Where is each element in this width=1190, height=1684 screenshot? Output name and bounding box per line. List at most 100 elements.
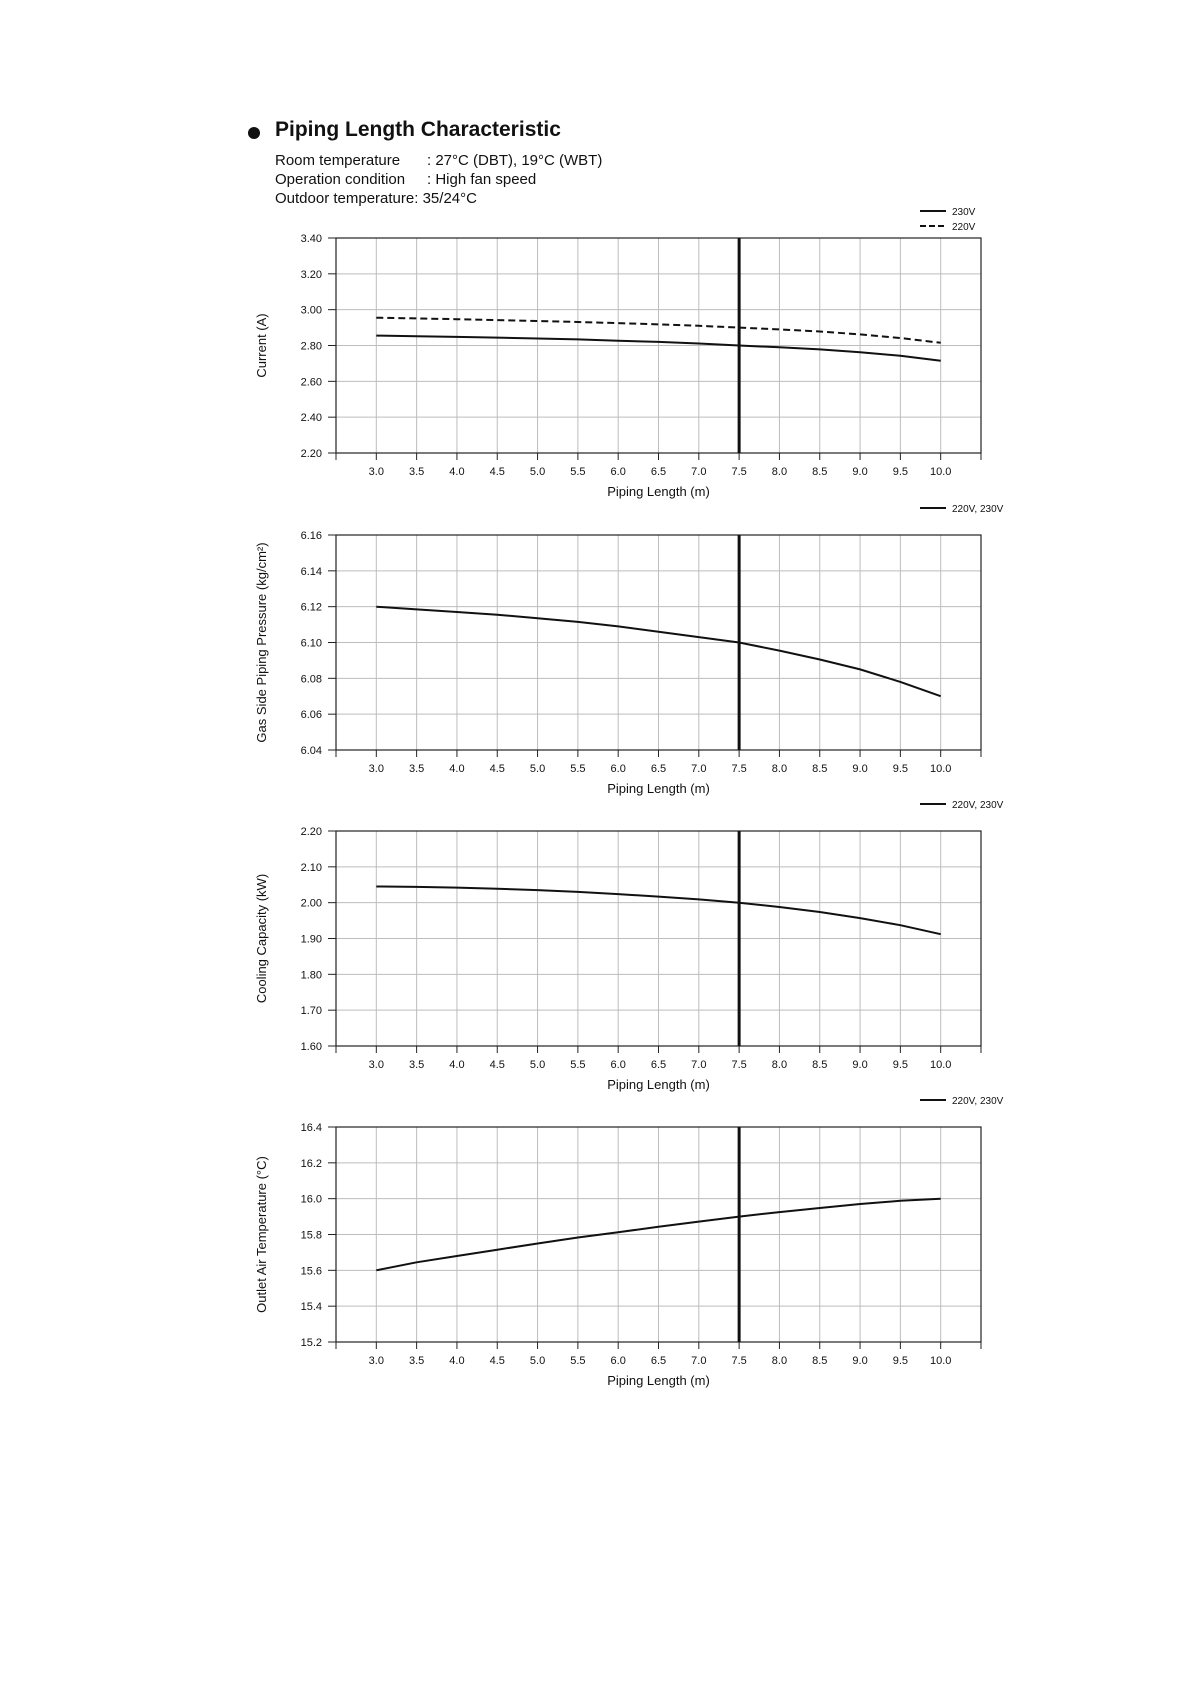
x-tick-label: 8.5 — [812, 763, 827, 775]
x-tick-label: 7.5 — [731, 1059, 746, 1071]
x-tick-label: 8.0 — [772, 466, 787, 478]
y-tick-label: 16.4 — [301, 1122, 322, 1134]
chart-2: 6.04 6.06 6.08 6.10 6.12 6.14 6.16 3.0 3.5 4.0 4.5… — [254, 504, 1004, 796]
x-tick-label: 5.0 — [530, 763, 545, 775]
page-title: Piping Length Characteristic — [275, 118, 561, 141]
x-tick-label: 4.5 — [490, 763, 505, 775]
x-tick-label: 3.0 — [369, 1059, 384, 1071]
plot-frame — [335, 534, 982, 751]
x-tick-label: 8.5 — [812, 1355, 827, 1367]
x-tick-label: 3.5 — [409, 1355, 424, 1367]
y-tick-label: 15.8 — [301, 1230, 322, 1242]
x-tick-label: 4.5 — [490, 1059, 505, 1071]
condition-value: : High fan speed — [427, 171, 537, 188]
x-tick-label: 8.0 — [772, 763, 787, 775]
x-axis-label: Piping Length (m) — [607, 1077, 710, 1092]
x-tick-label: 7.5 — [731, 763, 746, 775]
y-tick-label: 2.20 — [301, 448, 322, 460]
x-tick-label: 5.5 — [570, 1059, 585, 1071]
x-tick-label: 6.5 — [651, 1059, 666, 1071]
y-tick-label: 3.00 — [301, 305, 322, 317]
legend-entry: 220V — [952, 222, 976, 233]
x-tick-label: 7.0 — [691, 763, 706, 775]
x-tick-label: 7.5 — [731, 466, 746, 478]
y-tick-label: 15.6 — [301, 1265, 322, 1277]
y-tick-label: 6.12 — [301, 602, 322, 614]
y-tick-label: 2.10 — [301, 862, 322, 874]
condition-value: 35/24°C — [422, 190, 477, 207]
x-tick-label: 8.5 — [812, 466, 827, 478]
y-tick-label: 6.16 — [301, 530, 322, 542]
x-tick-label: 9.5 — [893, 466, 908, 478]
x-tick-label: 8.0 — [772, 1355, 787, 1367]
condition-row: Room temperature : 27°C (DBT), 19°C (WBT) — [275, 152, 602, 169]
series-line-1 — [376, 1197, 941, 1272]
x-tick-label: 9.0 — [852, 466, 867, 478]
x-tick-label: 10.0 — [930, 1355, 951, 1367]
y-tick-label: 15.4 — [301, 1301, 322, 1313]
x-tick-label: 5.5 — [570, 1355, 585, 1367]
y-axis-label: Gas Side Piping Pressure (kg/cm²) — [254, 542, 269, 742]
legend-entry: 220V, 230V — [952, 504, 1004, 515]
x-tick-label: 6.0 — [611, 1355, 626, 1367]
x-tick-label: 3.0 — [369, 763, 384, 775]
x-tick-label: 3.0 — [369, 466, 384, 478]
condition-label: Room temperature — [275, 152, 401, 169]
x-tick-label: 6.0 — [611, 466, 626, 478]
series-line-1 — [376, 605, 942, 698]
x-tick-label: 7.0 — [691, 1059, 706, 1071]
y-tick-label: 2.00 — [301, 898, 322, 910]
x-tick-label: 4.0 — [449, 466, 464, 478]
plot-frame — [335, 1126, 982, 1343]
x-tick-label: 9.5 — [893, 763, 908, 775]
condition-value: : 27°C (DBT), 19°C (WBT) — [427, 152, 603, 169]
x-tick-label: 5.0 — [530, 1355, 545, 1367]
x-tick-label: 6.5 — [651, 466, 666, 478]
plot-frame — [335, 830, 982, 1047]
series-line-1 — [376, 334, 941, 362]
bullet-icon — [248, 127, 260, 139]
legend-entry: 220V, 230V — [952, 1096, 1004, 1107]
condition-label: Outdoor temperature: — [275, 190, 419, 207]
x-tick-label: 4.0 — [449, 1059, 464, 1071]
x-axis-label: Piping Length (m) — [607, 781, 710, 796]
x-axis-label: Piping Length (m) — [607, 1373, 710, 1388]
y-tick-label: 1.70 — [301, 1005, 322, 1017]
y-tick-label: 2.80 — [301, 341, 322, 353]
y-tick-label: 15.2 — [301, 1337, 322, 1349]
condition-row: Operation condition : High fan speed — [275, 171, 536, 188]
condition-label: Operation condition — [275, 171, 406, 188]
y-tick-label: 3.20 — [301, 269, 322, 281]
y-axis-label: Cooling Capacity (kW) — [254, 874, 269, 1003]
y-tick-label: 6.14 — [301, 566, 322, 578]
x-tick-label: 8.5 — [812, 1059, 827, 1071]
x-tick-label: 3.5 — [409, 763, 424, 775]
x-tick-label: 5.0 — [530, 466, 545, 478]
x-tick-label: 7.0 — [691, 466, 706, 478]
x-tick-label: 4.0 — [449, 1355, 464, 1367]
x-tick-label: 4.0 — [449, 763, 464, 775]
condition-row: Outdoor temperature: 35/24°C — [275, 190, 477, 207]
chart-4: 15.2 15.4 15.6 15.8 16.0 16.2 16.4 3.0 3.5 4.0 4.5… — [254, 1096, 1004, 1388]
x-tick-label: 5.5 — [570, 763, 585, 775]
y-tick-label: 6.08 — [301, 673, 322, 685]
y-tick-label: 16.0 — [301, 1194, 322, 1206]
chart-1: 2.20 2.40 2.60 2.80 3.00 3.20 3.40 3.0 3.5 4.0 4.5… — [254, 207, 982, 499]
x-tick-label: 4.5 — [490, 466, 505, 478]
x-tick-label: 10.0 — [930, 763, 951, 775]
y-tick-label: 1.90 — [301, 934, 322, 946]
y-tick-label: 2.60 — [301, 376, 322, 388]
x-tick-label: 7.0 — [691, 1355, 706, 1367]
y-axis-label: Current (A) — [254, 313, 269, 377]
x-tick-label: 4.5 — [490, 1355, 505, 1367]
x-tick-label: 6.5 — [651, 763, 666, 775]
y-tick-label: 6.10 — [301, 638, 322, 650]
y-tick-label: 1.80 — [301, 969, 322, 981]
x-tick-label: 3.5 — [409, 466, 424, 478]
x-tick-label: 6.0 — [611, 1059, 626, 1071]
y-tick-label: 2.20 — [301, 826, 322, 838]
y-tick-label: 1.60 — [301, 1041, 322, 1053]
y-tick-label: 6.04 — [301, 745, 322, 757]
y-tick-label: 3.40 — [301, 233, 322, 245]
y-tick-label: 16.2 — [301, 1158, 322, 1170]
